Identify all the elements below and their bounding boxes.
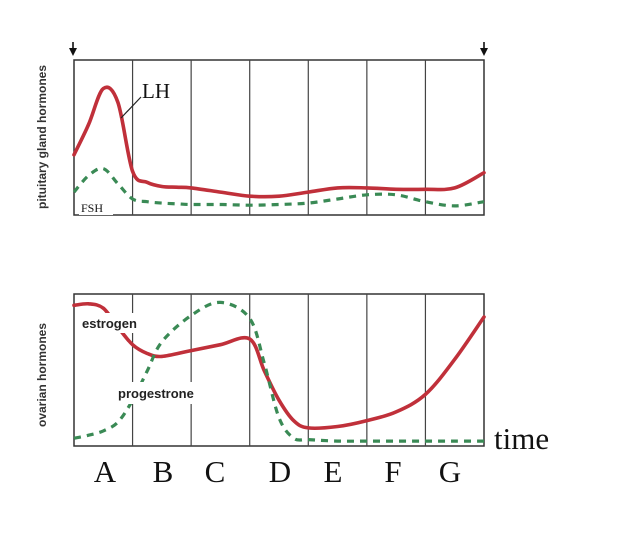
ovarian-panel: ovarian hormones estrogen progestrone ti… bbox=[35, 293, 549, 489]
pituitary-panel: pituitary gland hormones LH FSH bbox=[35, 42, 488, 216]
x-tick-label-a: A bbox=[94, 454, 117, 489]
lh-series-label: LH bbox=[142, 79, 170, 103]
x-tick-label-b: B bbox=[153, 454, 174, 489]
x-axis-label: time bbox=[494, 421, 549, 456]
x-tick-label-d: D bbox=[269, 454, 291, 489]
x-tick-label-c: C bbox=[205, 454, 226, 489]
fsh-label-background bbox=[79, 200, 113, 215]
progestrone-series-label: progestrone bbox=[118, 386, 194, 401]
estrogen-label-background bbox=[78, 313, 166, 333]
lh-label-pointer bbox=[120, 96, 142, 119]
fsh-series-label: FSH bbox=[81, 201, 103, 215]
progestrone-label-background bbox=[114, 382, 232, 404]
x-tick-label-g: G bbox=[439, 454, 461, 489]
fsh-line bbox=[72, 166, 485, 208]
x-tick-label-e: E bbox=[324, 454, 343, 489]
pituitary-plot-frame bbox=[73, 59, 485, 216]
pituitary-y-axis-label: pituitary gland hormones bbox=[35, 65, 49, 209]
lh-line bbox=[72, 85, 486, 199]
ovarian-plot-frame bbox=[73, 293, 485, 447]
ovarian-y-axis-label: ovarian hormones bbox=[35, 323, 49, 427]
estrogen-series-label: estrogen bbox=[82, 316, 137, 331]
start-arrow-icon bbox=[69, 42, 77, 56]
x-tick-label-f: F bbox=[384, 454, 401, 489]
end-arrow-icon bbox=[480, 42, 488, 56]
